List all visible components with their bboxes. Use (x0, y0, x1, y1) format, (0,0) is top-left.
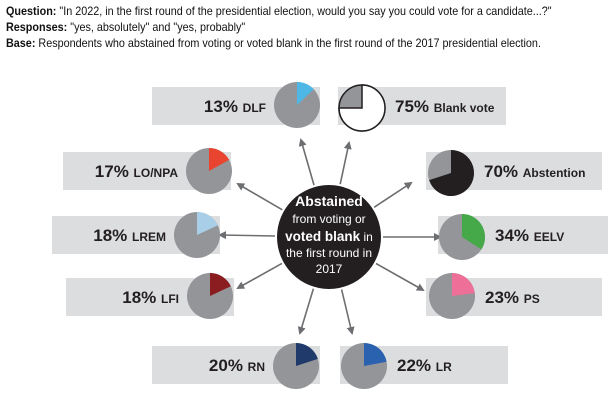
label-lrem: 18% LREM (93, 226, 166, 245)
label-pct-dlf: 13% (204, 97, 243, 116)
arrow-rn (297, 288, 315, 335)
question-label: Question: (6, 4, 57, 18)
arrow-blank-vote (339, 141, 352, 185)
responses-label: Responses: (6, 20, 68, 34)
pie-slice-lr (364, 343, 387, 366)
arrow-ps (375, 262, 425, 291)
pies (174, 82, 485, 389)
label-pct-abstention: 70% (484, 162, 523, 181)
label-eelv: 34% EELV (495, 226, 564, 245)
label-name-blank-vote: Blank vote (434, 101, 495, 115)
center-line-2: from voting or (292, 212, 365, 226)
label-pct-lr: 22% (397, 356, 436, 375)
label-pct-lo-npa: 17% (95, 162, 134, 181)
label-name-lfi: LFI (161, 292, 179, 306)
pie-slice-lrem (197, 212, 218, 235)
center-voted-blank: voted blank (285, 229, 361, 244)
arrow-lo-npa (236, 182, 283, 211)
base-text: Respondents who abstained from voting or… (38, 36, 541, 50)
question-line: Question: "In 2022, in the first round o… (6, 3, 552, 19)
pie-slice-lo-npa (209, 147, 230, 171)
pie-slice-lfi (210, 273, 231, 296)
label-pct-eelv: 34% (495, 226, 534, 245)
label-pct-rn: 20% (209, 356, 248, 375)
center-line-4: the first round in (286, 246, 372, 260)
label-name-lo-npa: LO/NPA (134, 166, 179, 180)
pie-slice-ps (452, 272, 475, 296)
label-name-ps: PS (524, 292, 540, 306)
label-name-dlf: DLF (243, 101, 266, 115)
label-abstention: 70% Abstention (484, 162, 585, 181)
label-ps: 23% PS (485, 288, 540, 307)
arrow-lrem (218, 231, 276, 240)
label-name-lr: LR (436, 360, 452, 374)
label-lo-npa: 17% LO/NPA (95, 162, 179, 181)
label-lfi: 18% LFI (122, 288, 179, 307)
base-line: Base: Respondents who abstained from vot… (6, 35, 551, 51)
label-pct-blank-vote: 75% (395, 97, 434, 116)
arrow-lr (340, 289, 355, 335)
base-label: Base: (6, 36, 36, 50)
label-pct-lrem: 18% (93, 226, 132, 245)
arrow-dlf (298, 138, 315, 186)
pie-slice-blank-vote (338, 84, 386, 132)
pie-slice-eelv (462, 214, 485, 250)
pie-slice-dlf (297, 82, 314, 105)
pie-slice-abstention (429, 149, 475, 197)
responses-line: Responses: "yes, absolutely" and "yes, p… (6, 19, 551, 35)
label-name-lrem: LREM (132, 230, 166, 244)
responses-text: "yes, absolutely" and "yes, probably" (70, 20, 246, 34)
arrow-lfi (236, 262, 283, 289)
center-circle-group: Abstained from voting or voted blank in … (277, 185, 381, 289)
label-lr: 22% LR (397, 356, 452, 375)
arrows (218, 138, 442, 335)
chart-header: Question: "In 2022, in the first round o… (6, 3, 612, 51)
center-line-3: voted blank in (285, 229, 373, 244)
label-name-abstention: Abstention (523, 166, 586, 180)
label-rn: 20% RN (209, 356, 265, 375)
label-pct-lfi: 18% (122, 288, 161, 307)
arrow-abstention (373, 181, 413, 208)
label-dlf: 13% DLF (204, 97, 266, 116)
label-blank-vote: 75% Blank vote (395, 97, 495, 116)
label-name-rn: RN (248, 360, 265, 374)
label-name-eelv: EELV (534, 230, 564, 244)
labels: 13% DLF 75% Blank vote 17% LO/NPA 70% Abste… (93, 97, 585, 375)
label-pct-ps: 23% (485, 288, 524, 307)
question-text: "In 2022, in the first round of the pres… (59, 4, 552, 18)
center-line-1: Abstained (295, 193, 363, 209)
pie-slice-rn (296, 343, 318, 366)
center-line-5: 2017 (316, 262, 343, 276)
center-in: in (360, 230, 373, 244)
center-circle (277, 185, 381, 289)
